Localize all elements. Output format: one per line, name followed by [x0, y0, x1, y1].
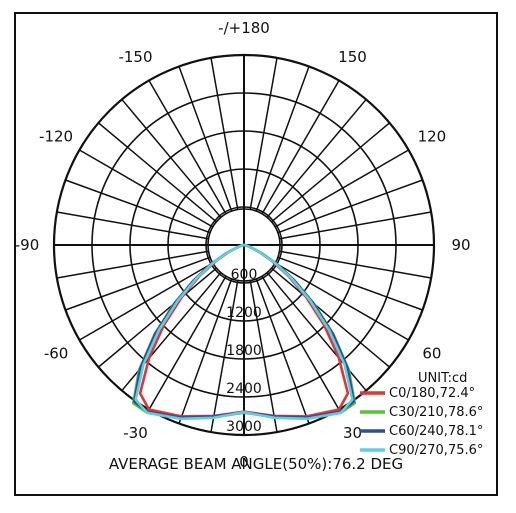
- legend: C0/180,72.4° C30/210,78.6° C60/240,78.1° C9…: [360, 386, 483, 458]
- beam-angle-footer: AVERAGE BEAM ANGLE(50%):76.2 DEG: [109, 455, 403, 473]
- grid-spoke-320: [121, 272, 222, 392]
- grid-spoke-260: [56, 211, 209, 240]
- angle-label-6: -90: [15, 236, 40, 254]
- angle-label-3: 60: [422, 345, 441, 363]
- angle-label-11: -/+180: [218, 19, 270, 37]
- grid-spoke-40: [266, 272, 367, 392]
- grid-spoke-250: [65, 179, 211, 234]
- grid-spoke-340: [178, 278, 233, 424]
- grid-spoke-310: [97, 267, 217, 368]
- angle-label-8: -120: [39, 128, 73, 146]
- grid-spoke-150: [261, 80, 340, 215]
- angle-label-9: 150: [338, 48, 367, 66]
- grid-spoke-140: [266, 98, 367, 218]
- angle-label-4: -60: [44, 345, 69, 363]
- grid-spoke-280: [56, 250, 209, 279]
- angle-label-1: 30: [343, 424, 362, 442]
- unit-label: UNIT:cd: [418, 371, 467, 386]
- legend-label-3: C90/270,75.6°: [389, 443, 483, 458]
- grid-spoke-230: [97, 122, 217, 223]
- series-curve-3: [134, 243, 354, 421]
- grid-spoke-350: [210, 280, 239, 433]
- grid-spoke-330: [148, 275, 227, 410]
- grid-spoke-170: [249, 57, 278, 210]
- grid-spoke-200: [178, 66, 233, 212]
- grid-spoke-210: [148, 80, 227, 215]
- grid-spoke-290: [65, 256, 211, 311]
- grid-spoke-20: [255, 278, 310, 424]
- legend-label-0: C0/180,72.4°: [389, 386, 475, 401]
- radial-label-1200: 1200: [226, 305, 262, 321]
- grid-spoke-100: [279, 211, 432, 240]
- angle-label-10: -150: [118, 48, 152, 66]
- chart-frame: [14, 12, 498, 496]
- grid-spoke-50: [271, 267, 391, 368]
- grid-spoke-60: [274, 262, 409, 341]
- radial-label-3000: 3000: [226, 419, 262, 435]
- angle-labels: 0 30 -30 60 -60 90 -90 120 -120 150 -150 -/+180: [15, 19, 471, 471]
- angle-label-2: -30: [123, 424, 148, 442]
- grid-spoke-190: [210, 57, 239, 210]
- radial-labels: 600 1200 1800 2400 3000: [226, 267, 262, 435]
- grid-spoke-110: [277, 179, 423, 234]
- grid-spoke-220: [121, 98, 222, 218]
- radial-label-600: 600: [231, 267, 258, 283]
- polar-grid: [52, 53, 436, 437]
- grid-spoke-160: [255, 66, 310, 212]
- grid-spoke-300: [79, 262, 214, 341]
- grid-spoke-240: [79, 149, 214, 228]
- grid-spoke-130: [271, 122, 391, 223]
- radial-label-2400: 2400: [226, 381, 262, 397]
- grid-spoke-80: [279, 250, 432, 279]
- grid-spoke-30: [261, 275, 340, 410]
- grid-spoke-70: [277, 256, 423, 311]
- legend-label-1: C30/210,78.6°: [389, 405, 483, 420]
- radial-label-1800: 1800: [226, 343, 262, 359]
- angle-label-5: 90: [451, 236, 470, 254]
- curves: [131, 243, 357, 421]
- grid-spoke-120: [274, 149, 409, 228]
- angle-label-0: 0: [239, 453, 249, 471]
- grid-spoke-10: [249, 280, 278, 433]
- legend-label-2: C60/240,78.1°: [389, 424, 483, 439]
- angle-label-7: 120: [418, 128, 447, 146]
